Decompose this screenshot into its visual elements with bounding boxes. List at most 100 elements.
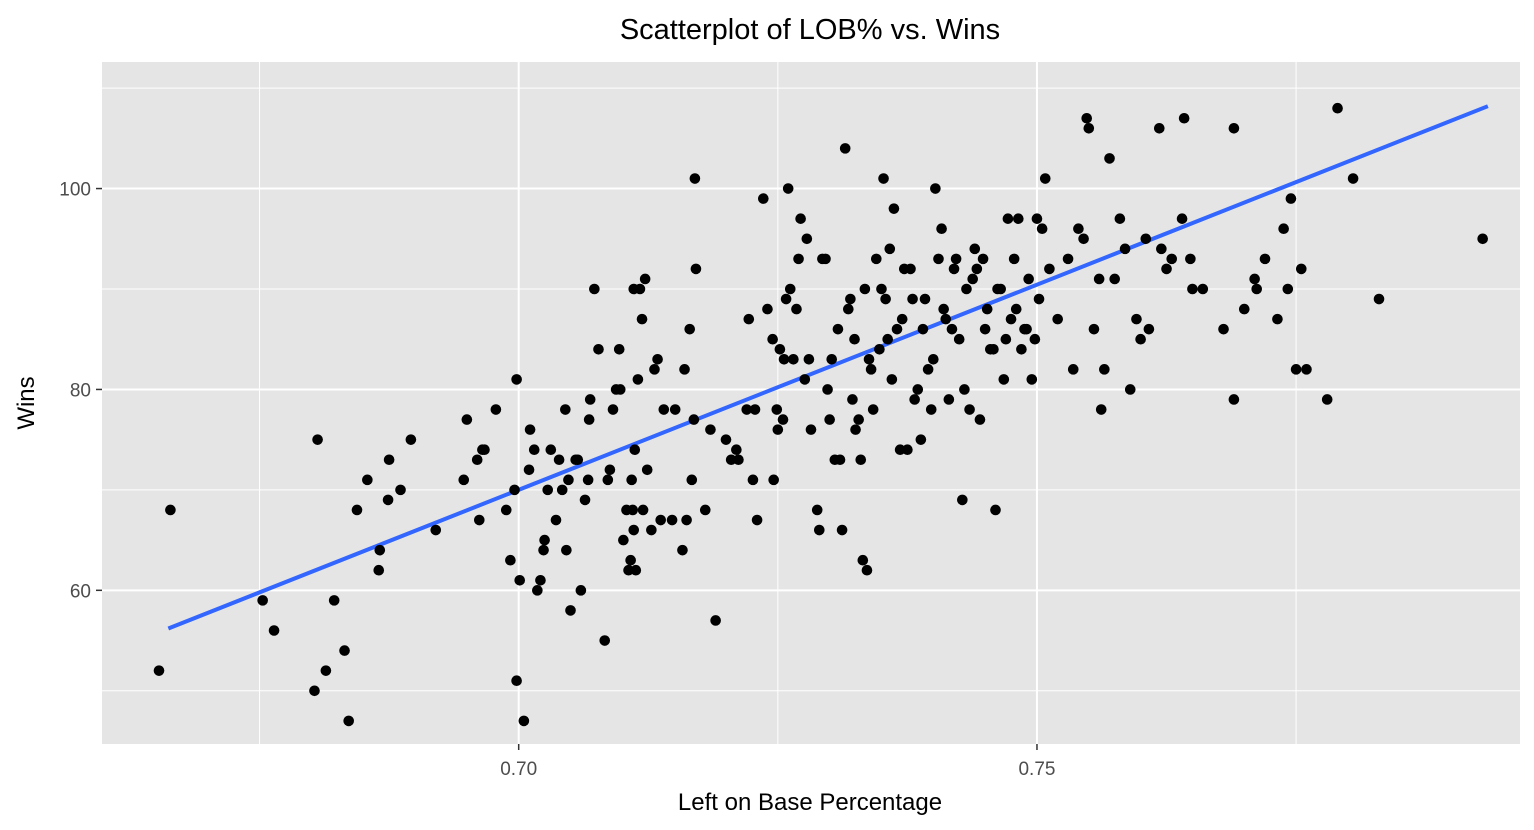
data-point [1008,253,1020,265]
data-point [762,303,773,315]
data-point [917,323,929,335]
data-point [799,374,811,385]
data-point [1153,122,1165,134]
data-point [969,243,981,255]
data-point [861,564,873,576]
data-point [957,494,968,506]
data-point [894,444,906,456]
data-point [528,444,540,456]
data-point [882,333,894,345]
data-point [1044,263,1055,275]
data-point [981,303,993,315]
data-point [959,384,970,395]
x-tick-label-0: 0.70 [500,759,537,780]
data-point [602,474,614,486]
data-point [948,263,960,275]
data-point [614,384,626,395]
data-point [1176,213,1188,224]
data-point [1238,303,1250,315]
data-point [876,283,887,295]
data-point [461,414,473,425]
data-point [679,364,690,375]
data-point [666,514,678,526]
data-points [153,102,1488,727]
data-point [988,343,999,355]
data-point [953,333,965,345]
data-point [946,323,958,335]
data-point [979,323,991,335]
data-point [652,354,663,365]
y-axis-title: Wins [13,376,40,429]
data-point [1143,323,1155,335]
data-point [909,394,920,405]
data-point [928,354,939,365]
data-point [749,404,761,415]
data-point [339,645,350,656]
data-point [867,404,879,415]
data-point [1218,323,1229,335]
data-point [961,283,972,295]
data-point [780,293,792,305]
data-point [853,414,864,425]
data-point [362,474,373,486]
data-point [511,675,522,687]
data-point [1026,374,1038,385]
data-point [373,564,385,576]
data-point [788,354,799,365]
data-point [922,364,934,375]
data-point [309,685,320,697]
data-point [575,585,587,596]
data-point [967,273,979,285]
data-point [550,514,562,526]
data-point [1135,333,1146,345]
data-point [535,574,546,586]
data-point [1013,213,1024,224]
data-point [545,444,557,456]
data-point [583,414,595,425]
data-point [561,544,572,556]
data-point [884,243,896,255]
data-point [1033,293,1045,305]
data-point [532,585,543,596]
data-point [888,203,900,214]
x-axis-ticks: 0.70 0.75 [500,744,1055,780]
data-point [995,283,1006,295]
data-point [1023,273,1034,285]
data-point [768,474,779,486]
data-point [1373,293,1385,305]
data-point [998,374,1010,385]
data-point [677,544,688,556]
data-point [1301,364,1312,375]
data-point [514,574,526,586]
data-point [907,293,918,305]
data-point [1067,364,1079,375]
data-point [479,444,490,456]
data-point [977,253,989,265]
data-point [593,343,604,355]
data-point [1185,253,1196,265]
data-point [639,273,651,285]
data-point [627,504,639,516]
data-point [383,454,395,466]
data-point [1187,283,1198,295]
data-point [705,424,716,435]
data-point [649,364,660,375]
data-point [563,474,574,486]
data-point [801,233,813,245]
data-point [153,665,165,676]
data-point [925,404,937,415]
data-point [1197,283,1209,295]
data-point [1249,273,1260,285]
data-point [312,434,323,445]
data-point [863,354,875,365]
data-point [689,173,701,184]
data-point [795,213,806,224]
data-point [857,554,869,566]
data-point [636,313,648,325]
data-point [430,524,442,536]
data-point [690,263,702,275]
data-point [518,715,530,727]
x-axis-title: Left on Base Percentage [678,789,942,816]
data-point [320,665,332,676]
data-point [646,524,657,536]
